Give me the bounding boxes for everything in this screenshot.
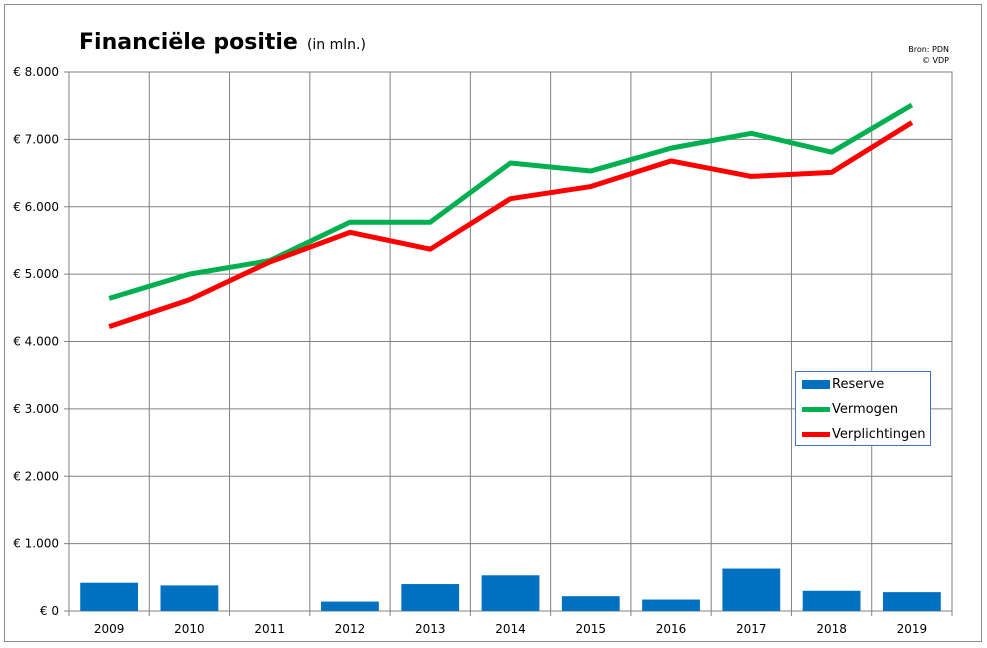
source-line: Bron: PDN (908, 45, 949, 54)
bar-reserve (722, 568, 781, 611)
legend-item-vermogen: Vermogen (802, 401, 898, 417)
x-tick-label: 2014 (495, 622, 526, 636)
bar-reserve (80, 582, 139, 611)
x-tick-label: 2009 (94, 622, 125, 636)
bar-reserve (481, 575, 540, 611)
bar-reserve (802, 590, 861, 611)
x-tick-label: 2012 (335, 622, 366, 636)
legend-label-vermogen: Vermogen (832, 401, 899, 417)
y-tick-label: € 2.000 (13, 469, 59, 483)
chart-title-block: Financiële positie (in mln.) (79, 30, 366, 55)
legend-label-reserve: Reserve (832, 376, 885, 392)
y-tick-label: € 1.000 (13, 537, 59, 551)
y-tick-label: € 4.000 (13, 335, 59, 349)
y-tick-label: € 0 (40, 604, 59, 618)
chart-subtitle: (in mln.) (306, 37, 366, 53)
x-tick-label: 2018 (816, 622, 847, 636)
legend-swatch-verplichtingen (802, 431, 830, 437)
copyright-line: © VDP (922, 56, 949, 65)
x-tick-label: 2019 (897, 622, 928, 636)
bar-reserve (401, 584, 460, 611)
legend: Reserve Vermogen Verplichtingen (795, 371, 931, 446)
y-tick-label: € 7.000 (13, 132, 59, 146)
bar-reserve (160, 585, 219, 611)
legend-label-verplichtingen: Verplichtingen (832, 426, 926, 442)
line-verplichtingen (108, 120, 914, 330)
x-tick-label: 2017 (736, 622, 767, 636)
legend-swatch-reserve (802, 379, 830, 389)
x-tick-label: 2016 (656, 622, 687, 636)
bar-reserve (882, 592, 941, 611)
x-tick-label: 2011 (254, 622, 285, 636)
bar-reserve (561, 596, 620, 611)
y-tick-label: € 6.000 (13, 200, 59, 214)
y-tick-label: € 3.000 (13, 402, 59, 416)
x-tick-label: 2010 (174, 622, 205, 636)
bar-reserve (642, 599, 700, 611)
bar-reserve (321, 601, 379, 611)
chart-title: Financiële positie (79, 30, 298, 55)
line-vermogen (108, 102, 914, 301)
x-tick-label: 2013 (415, 622, 446, 636)
y-tick-label: € 5.000 (13, 267, 59, 281)
source-note: Bron: PDN © VDP (908, 44, 949, 66)
y-tick-label: € 8.000 (13, 65, 59, 79)
legend-swatch-vermogen (802, 406, 830, 412)
legend-item-verplichtingen: Verplichtingen (802, 426, 926, 442)
chart-frame (4, 4, 982, 642)
legend-item-reserve: Reserve (802, 376, 884, 392)
x-tick-label: 2015 (575, 622, 606, 636)
